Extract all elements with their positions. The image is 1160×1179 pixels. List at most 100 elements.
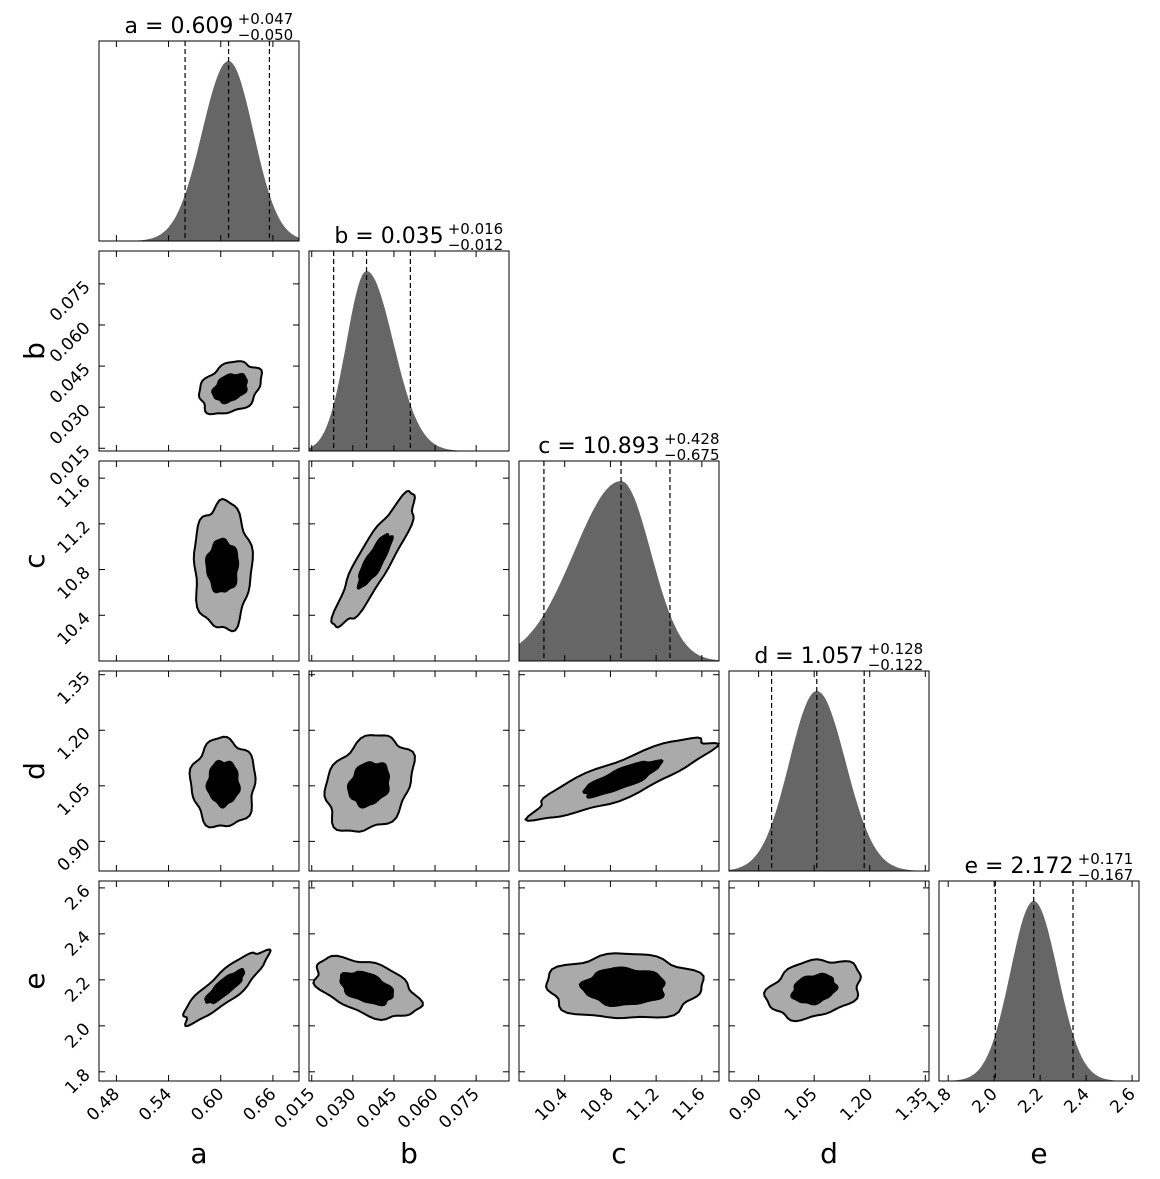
contour-inner-e-c [578,966,666,1008]
contour-frame-c-a [98,460,300,662]
y-axis-label-e: e [18,972,51,989]
contour-panel-b-vs-a [98,250,300,452]
hist-title-minus-d: −0.122 [868,656,924,674]
hist-title-b: b = 0.035 [334,224,443,249]
contour-panel-c-vs-a [98,460,300,662]
hist-fill-d [729,691,929,871]
y-tick-label-c: 11.2 [54,517,95,558]
contour-inner-c-b [356,532,394,590]
x-axis-label-a: a [190,1137,207,1170]
contour-inner-c-a [204,537,240,594]
y-tick-label-e: 2.6 [61,881,94,914]
hist-title-d: d = 1.057 [754,644,863,669]
hist-fill-e [939,901,1139,1081]
y-tick-label-b: 0.045 [46,359,95,408]
y-axis-label-d: d [18,762,51,780]
y-tick-label-d: 1.20 [54,724,95,765]
x-tick-label-e: 2.4 [1060,1084,1093,1117]
x-tick-label-c: 11.2 [623,1084,664,1125]
contour-inner-d-b [346,761,391,809]
contour-frame-d-b [308,670,510,872]
contour-frame-b-a [98,250,300,452]
hist-frame-d [728,670,930,872]
x-tick-label-d: 1.05 [781,1084,822,1125]
hist-title-minus-e: −0.167 [1078,866,1134,884]
contour-inner-d-a [205,759,241,809]
hist-title-a: a = 0.609 [125,14,234,39]
hist-title-minus-a: −0.050 [238,26,294,44]
x-tick-label-a: 0.54 [135,1084,176,1125]
hist-frame-a [98,40,300,242]
x-axis-label-b: b [400,1137,418,1170]
x-tick-label-c: 10.4 [531,1084,572,1125]
x-tick-label-e: 2.6 [1106,1084,1139,1117]
y-tick-label-d: 0.90 [54,835,95,876]
contour-panel-d-vs-c [518,670,721,872]
y-tick-label-e: 2.2 [61,973,94,1006]
x-tick-label-c: 11.6 [668,1084,709,1125]
y-axis-label-b: b [18,342,51,360]
hist-panel-b: b = 0.035 +0.016−0.012 [308,220,510,452]
y-tick-label-c: 10.4 [54,609,95,650]
contour-frame-d-c [518,670,720,872]
contour-panel-e-vs-d [728,880,930,1082]
y-axis-label-c: c [18,553,51,568]
contour-inner-b-a [211,372,248,405]
x-tick-label-b: 0.045 [353,1084,402,1133]
contour-frame-e-a [98,880,300,1082]
hist-panel-d: d = 1.057 +0.128−0.122 [728,640,930,872]
y-tick-label-e: 2.0 [61,1019,94,1052]
x-axis-label-d: d [820,1137,838,1170]
y-tick-label-e: 1.8 [61,1065,94,1098]
y-tick-label-d: 1.05 [54,779,95,820]
x-tick-label-e: 2.0 [968,1084,1001,1117]
contour-frame-e-c [518,880,720,1082]
hist-title-plus-c: +0.428 [664,430,720,448]
contour-inner-d-c [582,759,664,799]
contour-frame-e-d [728,880,930,1082]
hist-panel-c: c = 10.893 +0.428−0.675 [518,430,720,662]
contour-inner-e-b [339,970,395,1007]
x-tick-label-d: 1.20 [836,1084,877,1125]
y-tick-label-d: 1.35 [54,668,95,709]
x-tick-label-b: 0.075 [435,1084,484,1133]
hist-fill-a [99,61,299,241]
contour-panel-c-vs-b [308,460,510,662]
contour-panel-e-vs-a [98,880,300,1082]
y-tick-label-b: 0.030 [46,401,95,450]
hist-title-e: e = 2.172 [965,854,1074,879]
contour-frame-e-b [308,880,510,1082]
hist-fill-c [519,481,719,661]
contour-panel-d-vs-a [98,670,300,872]
x-axis-label-e: e [1030,1137,1047,1170]
hist-title-plus-b: +0.016 [448,220,504,238]
hist-frame-c [518,460,720,662]
y-tick-label-b: 0.060 [46,318,95,367]
x-tick-label-c: 10.8 [577,1084,618,1125]
hist-title-minus-c: −0.675 [664,446,720,464]
contour-panel-e-vs-b [308,880,510,1082]
x-tick-label-b: 0.015 [271,1084,320,1133]
hist-fill-b [309,271,509,451]
x-tick-label-b: 0.030 [312,1084,361,1133]
hist-title-c: c = 10.893 [538,434,660,459]
x-tick-label-e: 1.8 [922,1084,955,1117]
hist-title-plus-e: +0.171 [1078,850,1134,868]
y-tick-label-e: 2.4 [61,927,94,960]
x-tick-label-b: 0.060 [394,1084,443,1133]
hist-title-plus-d: +0.128 [868,640,924,658]
hist-title-minus-b: −0.012 [448,236,504,254]
x-tick-label-e: 2.2 [1014,1084,1047,1117]
y-tick-label-b: 0.075 [46,277,95,326]
contour-inner-e-a [204,967,246,1005]
contour-panel-d-vs-b [308,670,510,872]
contour-frame-d-a [98,670,300,872]
hist-title-plus-a: +0.047 [238,10,294,28]
x-tick-label-a: 0.48 [83,1084,124,1125]
hist-panel-a: a = 0.609 +0.047−0.050 [98,10,300,242]
hist-panel-e: e = 2.172 +0.171−0.167 [938,850,1140,1082]
contour-frame-c-b [308,460,510,662]
hist-frame-b [308,250,510,452]
x-axis-label-c: c [611,1137,626,1170]
